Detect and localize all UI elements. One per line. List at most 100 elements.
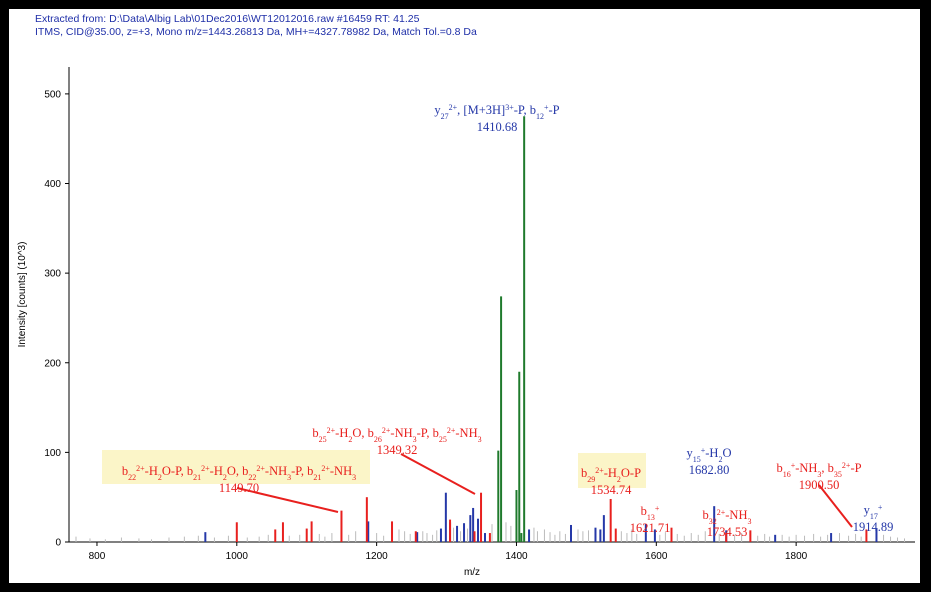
annotation-ion-label: b292+-H2O-P: [581, 466, 641, 484]
annotation-text-segment: -H: [705, 446, 718, 460]
annotation-text-segment: -NH: [265, 464, 287, 478]
spectrum-header: Extracted from: D:\Data\Albig Lab\01Dec2…: [35, 13, 477, 39]
annotation-leader-line: [818, 484, 853, 528]
annotation-leader-line: [400, 453, 476, 495]
annotation-text-segment: -NH: [795, 461, 817, 475]
annotation-text-segment: y: [434, 103, 441, 117]
annotation-text-segment: b: [703, 508, 709, 522]
peak-annotation: y272+, [M+3H]3+-P, b12+-P 1410.68: [434, 103, 559, 135]
annotation-text-segment: 1914.89: [853, 520, 894, 534]
annotation-text-segment: 2: [158, 473, 162, 482]
peak-annotation: b252+-H2O, b262+-NH3-P, b252+-NH3 1349.32: [312, 426, 481, 458]
annotation-text-segment: 12: [536, 112, 544, 121]
peak-annotation: b322+-NH3 1734.53: [703, 508, 752, 540]
x-axis-label: m/z: [464, 567, 480, 578]
annotation-mz-value: 1349.32: [377, 443, 418, 457]
annotation-text-segment: 2: [223, 473, 227, 482]
y-tick-label: 100: [44, 448, 61, 459]
annotation-text-segment: 26: [374, 435, 382, 444]
x-tick-label: 1200: [366, 551, 389, 562]
annotation-text-segment: -P: [850, 461, 861, 475]
annotation-mz-value: 1534.74: [591, 483, 632, 497]
annotation-text-segment: -NH: [725, 508, 747, 522]
y-tick-label: 300: [44, 269, 61, 280]
annotation-text-segment: -H: [335, 426, 348, 440]
annotation-highlight-box: [102, 450, 370, 484]
annotation-text-segment: -H: [210, 464, 223, 478]
annotation-text-segment: b: [581, 466, 587, 480]
peak-annotation: b16+-NH3, b352+-P 1900.50: [776, 461, 861, 493]
annotation-ion-label: b13+: [641, 504, 660, 522]
annotation-text-segment: 13: [647, 513, 655, 522]
header-line-1: Extracted from: D:\Data\Albig Lab\01Dec2…: [35, 13, 420, 25]
annotation-ion-label: y272+, [M+3H]3+-P, b12+-P: [434, 103, 559, 121]
annotation-ion-label: y15+-H2O: [687, 446, 732, 464]
annotation-text-segment: O, b: [352, 426, 374, 440]
annotation-ion-label: b222+-H2O-P, b212+-H2O, b222+-NH3-P, b21…: [122, 464, 356, 482]
annotation-text-segment: 2+: [717, 508, 726, 517]
annotation-text-segment: , [M+3H]: [457, 103, 505, 117]
annotation-mz-value: 1682.80: [689, 463, 730, 477]
annotation-text-segment: O-P: [621, 466, 641, 480]
annotation-text-segment: 2+: [382, 426, 391, 435]
annotation-text-segment: 2+: [595, 466, 604, 475]
annotation-mz-value: 1914.89: [853, 520, 894, 534]
annotation-text-segment: +: [791, 461, 796, 470]
x-tick-label: 1600: [645, 551, 668, 562]
annotation-text-segment: 2+: [136, 464, 145, 473]
annotation-mz-value: 1410.68: [477, 120, 518, 134]
annotation-text-segment: 21: [193, 473, 201, 482]
peak-annotation: y17+ 1914.89: [853, 503, 894, 535]
annotation-text-segment: 1349.32: [377, 443, 418, 457]
annotation-text-segment: +: [655, 504, 660, 513]
annotation-text-segment: 2+: [201, 464, 210, 473]
x-tick-label: 1400: [505, 551, 528, 562]
annotation-ion-label: y17+: [864, 503, 883, 521]
annotation-text-segment: 3: [287, 473, 291, 482]
annotation-highlight-box: [578, 453, 646, 488]
annotation-text-segment: , b: [821, 461, 834, 475]
annotation-ion-label: b322+-NH3: [703, 508, 752, 526]
annotation-text-segment: 2: [718, 455, 722, 464]
annotation-text-segment: y: [864, 503, 871, 517]
annotation-text-segment: 2+: [256, 464, 265, 473]
annotation-text-segment: 2: [617, 475, 621, 484]
annotation-text-segment: 27: [441, 112, 449, 121]
y-tick-label: 500: [44, 89, 61, 100]
annotation-text-segment: -NH: [455, 426, 477, 440]
peak-annotation: y15+-H2O 1682.80: [687, 446, 732, 478]
annotation-text-segment: 2+: [321, 464, 330, 473]
annotation-text-segment: O: [722, 446, 731, 460]
peak-annotation: b222+-H2O-P, b212+-H2O, b222+-NH3-P, b21…: [122, 464, 356, 496]
annotation-leader-line: [236, 487, 339, 513]
annotation-text-segment: -P: [548, 103, 559, 117]
annotation-text-segment: 22: [248, 473, 256, 482]
annotation-text-segment: +: [544, 103, 549, 112]
annotation-text-segment: 2+: [449, 103, 458, 112]
ms-spectrum-chart: 0 100 200 300 400 500 800 1000 1200 1400 1600 1800 m…: [17, 67, 915, 578]
spectrum-panel: Extracted from: D:\Data\Albig Lab\01Dec2…: [6, 6, 923, 586]
annotation-text-segment: 32: [709, 517, 717, 526]
header-line-2: ITMS, CID@35.00, z=+3, Mono m/z=1443.268…: [35, 26, 477, 38]
annotation-text-segment: y: [687, 446, 694, 460]
annotation-mz-value: 1734.53: [707, 525, 748, 539]
annotation-text-segment: 1734.53: [707, 525, 748, 539]
annotation-text-segment: 3: [413, 435, 417, 444]
annotation-text-segment: -P, b: [291, 464, 313, 478]
annotation-text-segment: 25: [319, 435, 327, 444]
annotation-text-segment: 3: [478, 435, 482, 444]
annotation-text-segment: b: [641, 504, 647, 518]
annotation-text-segment: 3: [352, 473, 356, 482]
annotation-text-segment: 2+: [447, 426, 456, 435]
x-tick-label: 800: [89, 551, 106, 562]
annotation-text-segment: -NH: [390, 426, 412, 440]
annotation-text-segment: 1621.71: [630, 521, 671, 535]
annotation-text-segment: -P, b: [514, 103, 536, 117]
annotation-text-segment: b: [312, 426, 318, 440]
x-tick-label: 1000: [226, 551, 249, 562]
annotation-text-segment: 16: [783, 470, 791, 479]
annotation-text-segment: 25: [439, 435, 447, 444]
annotation-text-segment: 2+: [327, 426, 336, 435]
y-tick-label: 200: [44, 358, 61, 369]
annotation-mz-value: 1621.71: [630, 521, 671, 535]
